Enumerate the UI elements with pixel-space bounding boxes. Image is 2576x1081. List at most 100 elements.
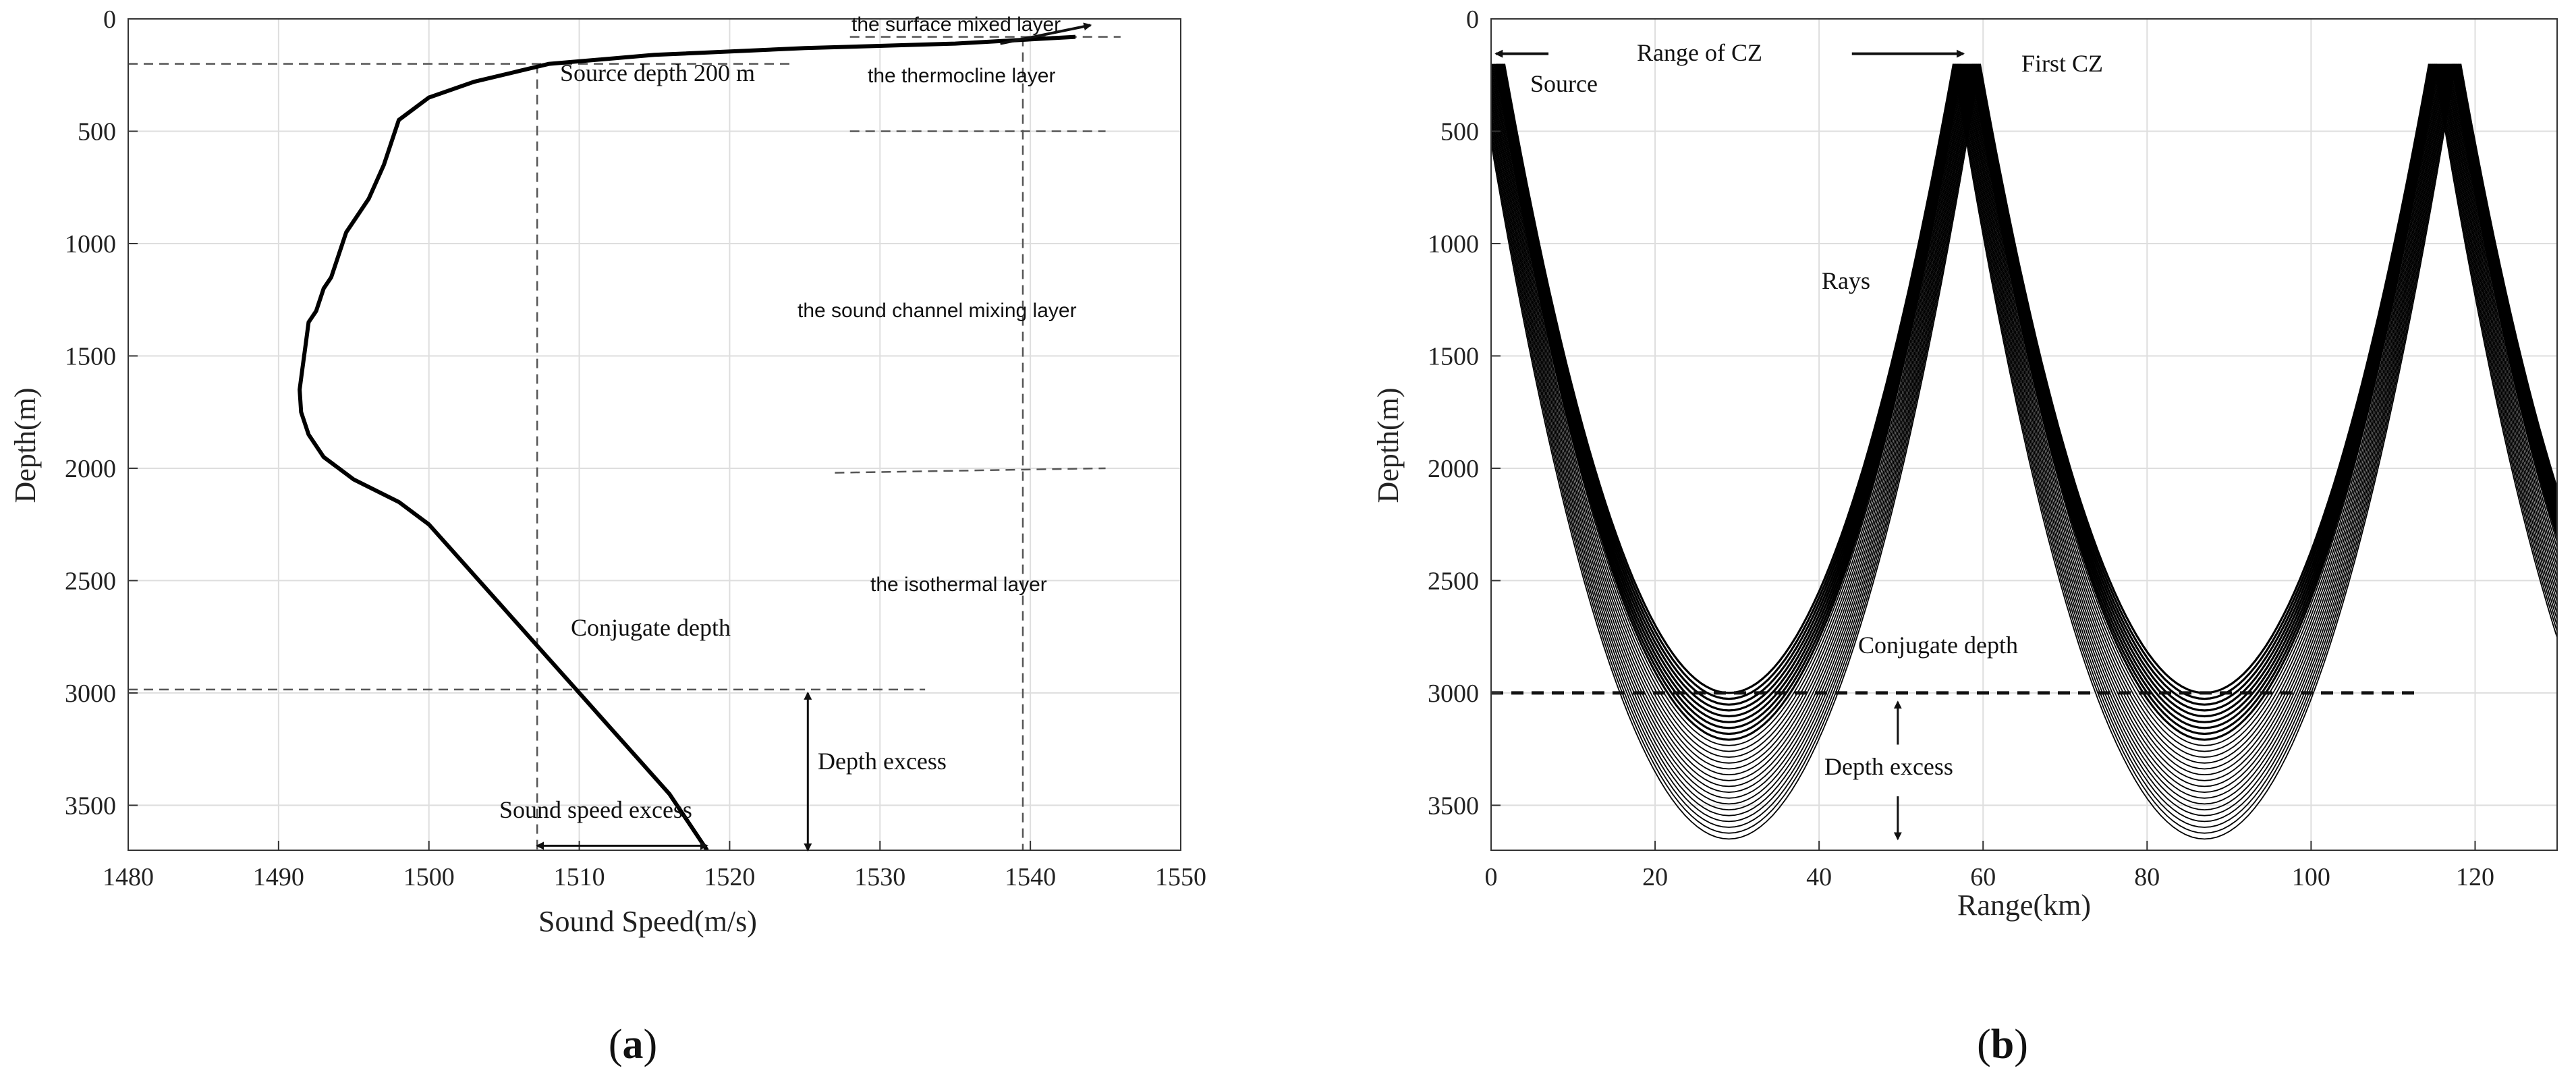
panel-b-y-tick-label: 0 bbox=[1466, 5, 1479, 34]
ray-path bbox=[1494, 63, 1964, 746]
panel-a-x-tick-label: 1550 bbox=[1155, 863, 1206, 891]
panel-b-label: (b) bbox=[1977, 1022, 2028, 1068]
ray-path bbox=[1491, 63, 1979, 828]
ray-path bbox=[1491, 63, 1970, 781]
ray-path bbox=[1958, 63, 2451, 811]
ray-path bbox=[1978, 63, 2432, 700]
annotation-thermocline-layer: the thermocline layer bbox=[868, 65, 1055, 87]
panel-a-y-tick-label: 3500 bbox=[65, 792, 116, 820]
ray-path bbox=[1503, 63, 1955, 694]
ray-path bbox=[1962, 63, 2447, 787]
annotation-rays: Rays bbox=[1822, 267, 1870, 294]
panel-b-y-tick-label: 500 bbox=[1440, 117, 1479, 146]
ray-path bbox=[1496, 63, 1961, 729]
annotation-surface-mixed-layer: the surface mixed layer bbox=[851, 13, 1061, 36]
ray-path bbox=[1491, 63, 1971, 787]
ray-path bbox=[1966, 63, 2442, 764]
ray-path bbox=[1491, 63, 1968, 770]
ray-path bbox=[1960, 63, 2449, 799]
ray-path bbox=[2451, 63, 2557, 540]
panel-b-ray-trace: 0 20 40 60 80 100 120 0 500 1000 1500 2000 2500 3000 3… bbox=[1372, 5, 2558, 1068]
ray-path bbox=[1491, 63, 1967, 764]
panel-b-y-tick-label: 2000 bbox=[1428, 455, 1479, 483]
panel-b-y-tick-label: 1000 bbox=[1428, 230, 1479, 258]
panel-b-y-tick-label: 3500 bbox=[1428, 792, 1479, 820]
ray-path bbox=[1976, 63, 2433, 706]
panel-a-x-axis-label: Sound Speed(m/s) bbox=[538, 905, 757, 938]
ray-path bbox=[1498, 63, 1960, 723]
sound-speed-curve bbox=[298, 34, 1076, 850]
panel-a-y-tick-label: 0 bbox=[103, 5, 116, 34]
panel-a-x-tick-label: 1510 bbox=[554, 863, 605, 891]
ray-path bbox=[2444, 63, 2557, 574]
panel-a-y-axis-label: Depth(m) bbox=[9, 387, 42, 503]
annotation-conjugate-depth-b: Conjugate depth bbox=[1858, 632, 2018, 659]
ray-path bbox=[1491, 63, 1976, 811]
panel-b-x-tick-label: 80 bbox=[2134, 863, 2160, 891]
annotation-sound-channel-layer: the sound channel mixing layer bbox=[797, 300, 1077, 322]
ray-path bbox=[2459, 63, 2557, 493]
ray-path bbox=[2438, 63, 2557, 615]
ray-path bbox=[1964, 63, 2445, 776]
panel-a-arrows bbox=[536, 22, 1092, 852]
annotation-source-depth: Source depth 200 m bbox=[560, 59, 755, 86]
panel-a-y-tick-label: 2500 bbox=[65, 567, 116, 595]
ray-path bbox=[1956, 63, 2453, 823]
annotation-depth-excess-a: Depth excess bbox=[818, 748, 947, 775]
ray-path bbox=[1965, 63, 2444, 770]
ray-path bbox=[1491, 63, 1976, 816]
ray-path bbox=[1491, 63, 1978, 823]
panel-b-x-tick-label: 120 bbox=[2456, 863, 2494, 891]
ray-path bbox=[1499, 63, 1959, 718]
ray-path bbox=[1978, 63, 2430, 694]
panel-b-y-axis-label: Depth(m) bbox=[1372, 387, 1405, 503]
annotation-isothermal-layer: the isothermal layer bbox=[870, 574, 1047, 596]
ray-path bbox=[2458, 63, 2557, 499]
panel-b-y-tick-label: 3000 bbox=[1428, 680, 1479, 708]
panel-b-ticks: 0 20 40 60 80 100 120 0 500 1000 1500 2000 2500 3000 3… bbox=[1428, 5, 2494, 891]
panel-a-y-tick-label: 2000 bbox=[65, 455, 116, 483]
ray-path bbox=[1491, 63, 1974, 805]
ray-path bbox=[2447, 63, 2557, 562]
ray-path bbox=[1492, 63, 1966, 758]
panel-a-y-tick-label: 3000 bbox=[65, 680, 116, 708]
ray-path bbox=[1969, 63, 2440, 746]
ray-path bbox=[2453, 63, 2557, 528]
ray-path bbox=[2455, 63, 2557, 516]
panel-a-x-tick-label: 1520 bbox=[704, 863, 755, 891]
annotation-depth-excess-b: Depth excess bbox=[1824, 753, 1953, 780]
ray-path bbox=[2449, 63, 2557, 550]
panel-b-x-tick-label: 60 bbox=[1970, 863, 1996, 891]
ray-path bbox=[1970, 63, 2439, 741]
ray-path bbox=[2436, 63, 2557, 621]
panel-b-x-tick-label: 20 bbox=[1642, 863, 1668, 891]
annotation-range-of-cz: Range of CZ bbox=[1637, 39, 1762, 66]
ray-path bbox=[1494, 63, 1963, 741]
panel-b-rays bbox=[1491, 63, 2557, 840]
ray-path bbox=[1971, 63, 2438, 736]
ray-path bbox=[2442, 63, 2557, 592]
panel-a-x-tick-label: 1540 bbox=[1005, 863, 1056, 891]
ray-path bbox=[1500, 63, 1958, 712]
panel-b-x-tick-label: 100 bbox=[2292, 863, 2330, 891]
panel-b-x-axis-label: Range(km) bbox=[1957, 889, 2091, 922]
annotation-first-cz: First CZ bbox=[2021, 50, 2103, 77]
panel-b-frame bbox=[1490, 18, 2558, 851]
ray-path bbox=[1491, 63, 1980, 834]
ray-path bbox=[1968, 63, 2440, 752]
ray-path bbox=[1491, 63, 1981, 840]
ray-path bbox=[2450, 63, 2557, 545]
panel-a-frame bbox=[128, 18, 1181, 851]
ray-path bbox=[1961, 63, 2448, 794]
ray-path bbox=[2452, 63, 2557, 534]
ray-path bbox=[2457, 63, 2557, 505]
ray-path bbox=[2444, 63, 2557, 580]
ray-path bbox=[1963, 63, 2446, 781]
ray-path bbox=[2440, 63, 2557, 604]
ray-path bbox=[2446, 63, 2557, 568]
panel-a-ticks: 1480 1490 1500 1510 1520 1530 1540 1550 0 500 1000… bbox=[65, 5, 1206, 891]
ray-path bbox=[1973, 63, 2436, 723]
ray-path bbox=[2448, 63, 2557, 556]
panel-a-x-tick-label: 1480 bbox=[103, 863, 154, 891]
